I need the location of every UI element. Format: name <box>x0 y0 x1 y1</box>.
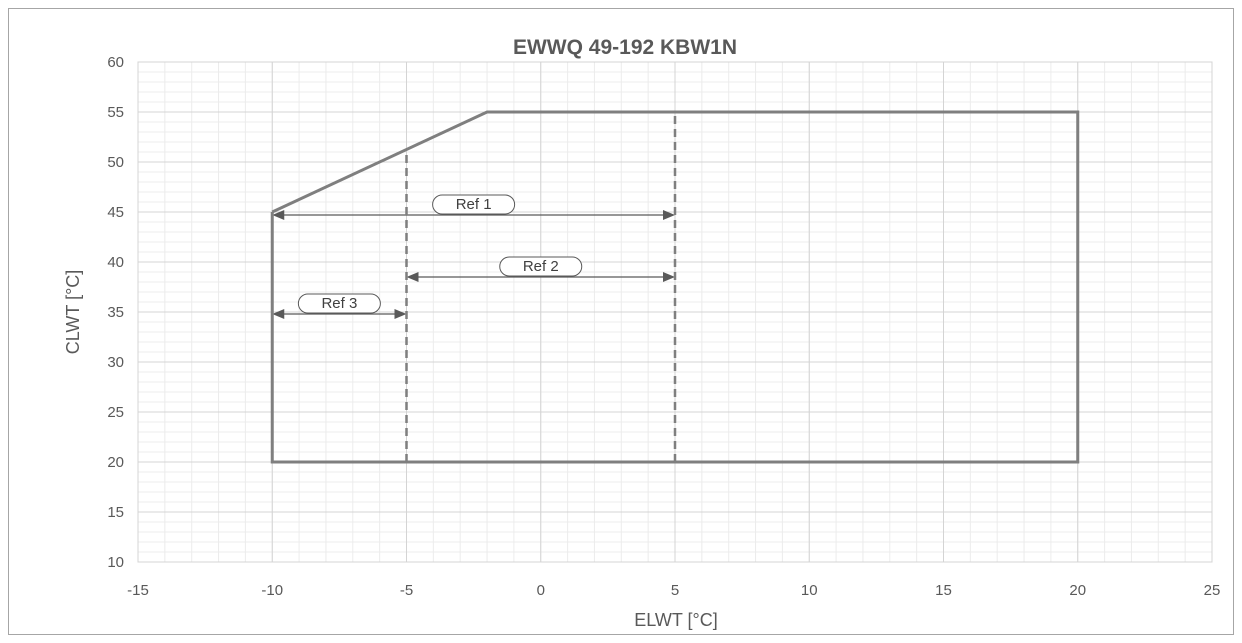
ref-label-pill <box>432 194 516 215</box>
arrowhead-right <box>663 272 675 282</box>
y-tick-label: 10 <box>107 554 124 571</box>
tick-labels: -15 -10 -5 0 5 10 15 20 25 10 15 20 25 30 35 40 45 50 55 60 <box>107 54 1220 599</box>
y-tick-label: 55 <box>107 104 124 121</box>
x-tick-label: 15 <box>935 582 952 599</box>
arrowhead-left <box>406 272 419 282</box>
ref-label-pill <box>499 256 583 277</box>
y-tick-label: 40 <box>107 254 124 271</box>
arrowhead-right <box>663 210 675 220</box>
x-axis-title: ELWT [°C] <box>634 610 718 630</box>
ref-label: Ref 2 <box>523 258 559 275</box>
x-tick-label: 5 <box>671 582 679 599</box>
ref-arrow: Ref 2 <box>406 256 675 282</box>
chart-title: EWWQ 49-192 KBW1N <box>513 36 737 59</box>
series-layer <box>270 110 1080 464</box>
plot-area-border <box>137 61 1213 563</box>
y-tick-label: 20 <box>107 454 124 471</box>
envelope-line <box>270 110 1080 464</box>
x-tick-label: 0 <box>537 582 545 599</box>
x-tick-label: -10 <box>261 582 283 599</box>
y-tick-label: 60 <box>107 54 124 71</box>
arrowhead-left <box>272 210 285 220</box>
ref-label: Ref 1 <box>456 196 492 213</box>
x-tick-label: 20 <box>1069 582 1086 599</box>
ref-arrow: Ref 3 <box>272 293 407 319</box>
arrowhead-left <box>272 309 285 319</box>
y-tick-label: 25 <box>107 404 124 421</box>
y-tick-label: 35 <box>107 304 124 321</box>
y-tick-label: 30 <box>107 354 124 371</box>
ref-arrow: Ref 1 <box>272 194 675 220</box>
x-tick-label: -5 <box>400 582 413 599</box>
arrowhead-right <box>394 309 407 319</box>
x-tick-label: 25 <box>1204 582 1221 599</box>
y-tick-label: 15 <box>107 504 124 521</box>
y-tick-label: 50 <box>107 154 124 171</box>
ref-label-pill <box>297 293 381 314</box>
ref-label: Ref 3 <box>321 295 357 312</box>
grid <box>137 61 1213 563</box>
x-tick-label: 10 <box>801 582 818 599</box>
y-tick-label: 45 <box>107 204 124 221</box>
reference-arrows: Ref 1 Ref 2 Ref 3 <box>272 194 675 319</box>
y-axis-title: CLWT [°C] <box>63 270 83 355</box>
x-tick-label: -15 <box>127 582 149 599</box>
